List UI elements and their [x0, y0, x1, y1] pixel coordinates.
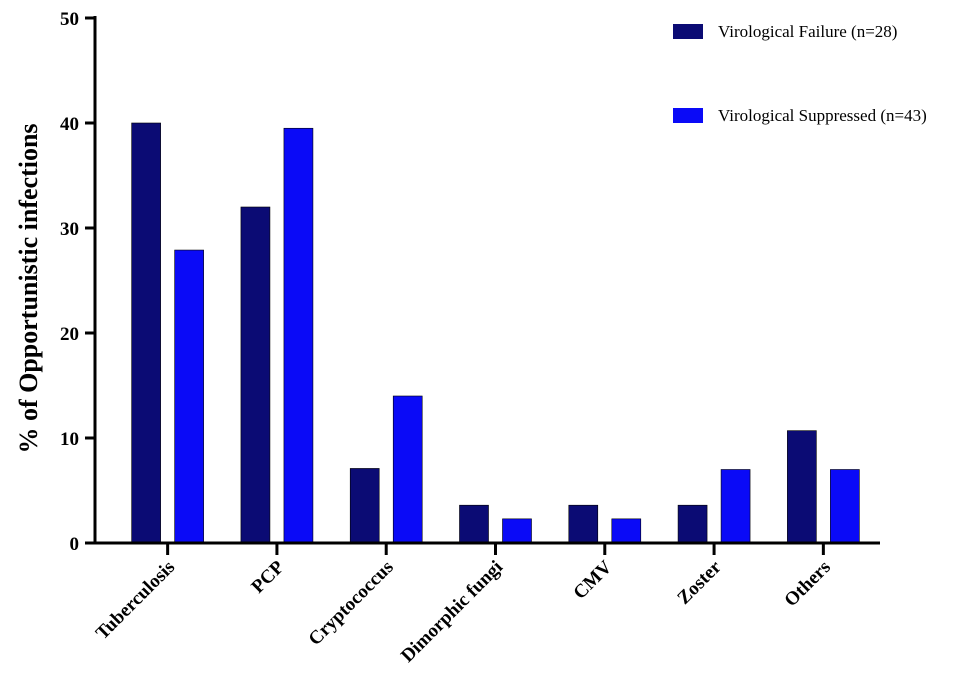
bar-tuberculosis-series-2	[174, 249, 204, 544]
x-tick-label: PCP	[247, 556, 288, 597]
bar-others-series-2	[830, 469, 860, 544]
y-tick-label: 20	[60, 324, 79, 345]
x-tick-label: Dimorphic fungi	[397, 557, 507, 667]
y-tick-label: 0	[70, 534, 80, 555]
bar-zoster-series-2	[720, 469, 751, 544]
bar-pcp-series-2	[283, 127, 314, 544]
bars-layer	[131, 122, 860, 544]
y-tick-label: 10	[60, 429, 79, 450]
y-axis-title: % of Opportunistic infections	[14, 123, 43, 453]
legend: Virological Failure (n=28) Virological Su…	[673, 22, 927, 125]
y-tick-label: 50	[60, 9, 79, 30]
bar-zoster-series-1	[677, 504, 708, 544]
legend-label-series-2: Virological Suppressed (n=43)	[718, 106, 927, 125]
legend-swatch-series-1	[673, 24, 703, 39]
axes-layer	[85, 16, 880, 555]
x-tick-labels: Tuberculosis PCP Cryptococcus Dimorphic fun…	[92, 556, 835, 666]
bar-others-series-1	[787, 430, 817, 544]
legend-swatch-series-2	[673, 108, 703, 123]
y-tick-label: 40	[60, 114, 79, 135]
bar-cmv-series-2	[611, 518, 642, 544]
y-tick-label: 30	[60, 219, 79, 240]
x-tick-label: Zoster	[673, 556, 726, 609]
bar-dimorphic-fungi-series-1	[459, 504, 489, 544]
bar-cmv-series-1	[568, 504, 599, 544]
bar-pcp-series-1	[240, 206, 271, 544]
y-tick-labels: 0 10 20 30 40 50	[60, 9, 79, 555]
x-tick-label: Others	[780, 557, 834, 611]
x-tick-label: Tuberculosis	[92, 557, 179, 644]
bar-cryptococcus-series-1	[349, 468, 380, 544]
bar-cryptococcus-series-2	[392, 395, 423, 544]
bar-tuberculosis-series-1	[131, 122, 161, 544]
x-tick-label: Cryptococcus	[305, 557, 398, 650]
x-tick-label: CMV	[569, 556, 616, 603]
legend-label-series-1: Virological Failure (n=28)	[718, 22, 897, 41]
bar-dimorphic-fungi-series-2	[502, 518, 532, 544]
